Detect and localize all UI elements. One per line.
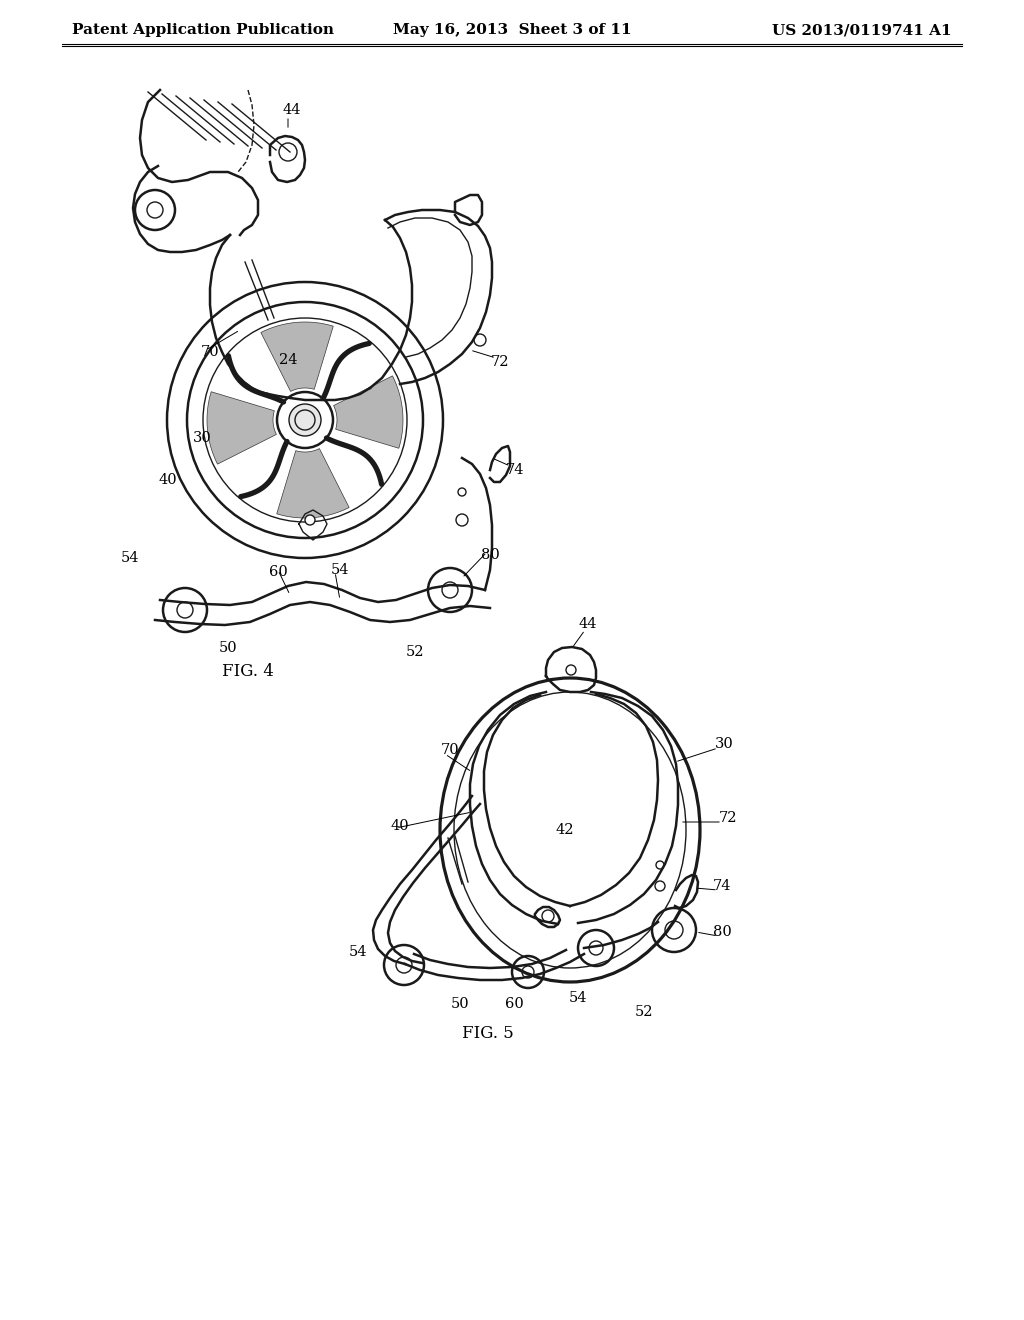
Text: 40: 40 <box>159 473 177 487</box>
Text: 50: 50 <box>451 997 469 1011</box>
Circle shape <box>305 515 315 525</box>
Polygon shape <box>334 376 403 449</box>
Text: US 2013/0119741 A1: US 2013/0119741 A1 <box>772 22 952 37</box>
Text: 52: 52 <box>406 645 424 659</box>
Text: 74: 74 <box>506 463 524 477</box>
Text: 54: 54 <box>331 564 349 577</box>
Circle shape <box>542 909 554 921</box>
Text: 44: 44 <box>579 616 597 631</box>
Text: 44: 44 <box>283 103 301 117</box>
Polygon shape <box>261 322 333 392</box>
Text: 60: 60 <box>268 565 288 579</box>
Polygon shape <box>276 449 349 517</box>
Text: 72: 72 <box>490 355 509 370</box>
Circle shape <box>289 404 321 436</box>
Text: FIG. 5: FIG. 5 <box>462 1026 514 1043</box>
Text: 30: 30 <box>715 737 733 751</box>
Text: 52: 52 <box>635 1005 653 1019</box>
Text: 74: 74 <box>713 879 731 894</box>
Polygon shape <box>207 392 276 465</box>
Text: 24: 24 <box>279 352 297 367</box>
Text: 50: 50 <box>219 642 238 655</box>
Text: 54: 54 <box>568 991 587 1005</box>
Text: May 16, 2013  Sheet 3 of 11: May 16, 2013 Sheet 3 of 11 <box>392 22 632 37</box>
Text: 40: 40 <box>391 818 410 833</box>
Text: 42: 42 <box>556 822 574 837</box>
Text: 70: 70 <box>201 345 219 359</box>
Text: 54: 54 <box>121 550 139 565</box>
Text: 72: 72 <box>719 810 737 825</box>
Text: 70: 70 <box>440 743 460 756</box>
Text: FIG. 4: FIG. 4 <box>222 664 274 681</box>
Text: 80: 80 <box>713 925 731 939</box>
Text: 30: 30 <box>193 432 211 445</box>
Text: 80: 80 <box>480 548 500 562</box>
Text: Patent Application Publication: Patent Application Publication <box>72 22 334 37</box>
Text: 54: 54 <box>349 945 368 960</box>
Text: 60: 60 <box>505 997 523 1011</box>
